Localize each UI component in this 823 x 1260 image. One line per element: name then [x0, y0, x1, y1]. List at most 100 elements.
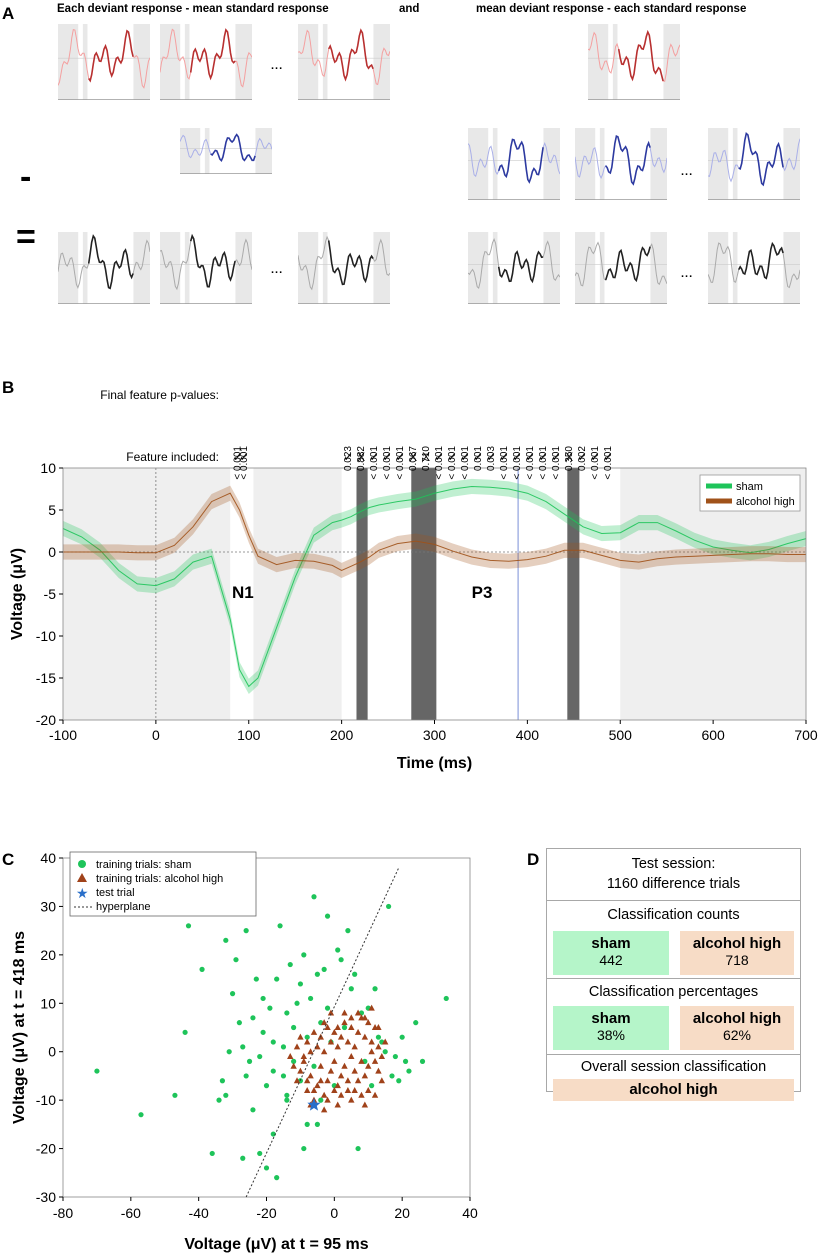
mini-waveform-3 — [298, 24, 390, 100]
feature-included-mark-2: ✓ — [239, 450, 249, 464]
mini-trace-dark — [617, 29, 664, 82]
alcohol-point-30 — [307, 1048, 314, 1055]
sham-point-33 — [274, 1175, 280, 1181]
y-tick-label: 0 — [48, 1044, 56, 1060]
panel-a-heading-left: Each deviant response - mean standard re… — [57, 3, 329, 15]
alcohol-point-1 — [297, 1067, 304, 1074]
alcohol-point-56 — [337, 1091, 345, 1098]
alcohol-point-6 — [314, 1082, 321, 1089]
sham-point-21 — [250, 1015, 256, 1021]
alcohol-point-4 — [307, 1072, 314, 1079]
sham-point-9 — [219, 1078, 226, 1084]
percent-section — [547, 978, 800, 979]
feature-included-mark-18: ✓ — [538, 450, 548, 464]
sham-point-75 — [392, 1053, 398, 1060]
counts-title: Classification counts — [607, 907, 740, 923]
overall-section — [547, 1054, 800, 1055]
feature-included-mark-4: X — [357, 450, 365, 464]
excluded-feature-band-1 — [356, 468, 368, 720]
alcohol-point-72 — [320, 1106, 328, 1113]
sham-point-11 — [223, 937, 229, 943]
overall-result-box: alcohol high — [553, 1079, 794, 1101]
feature-p-value-1: < 0.001 — [233, 446, 244, 480]
mini-shade-mid — [184, 24, 190, 100]
feature-included-mark-10: ✓ — [434, 450, 444, 464]
alcohol-point-42 — [348, 1024, 355, 1030]
sham-point-55 — [324, 1005, 331, 1011]
sham-point-7 — [209, 1150, 215, 1157]
sham-point-4 — [182, 1029, 188, 1035]
x-tick-label: 700 — [794, 727, 818, 743]
sham-point-62 — [348, 986, 354, 992]
legend-test-marker: ★ — [76, 885, 89, 901]
sham-point-10 — [223, 1092, 229, 1098]
alcohol-point-51 — [304, 1077, 311, 1084]
sham-point-39 — [291, 1024, 297, 1031]
feature-p-value-5: < 0.001 — [369, 446, 380, 480]
feature-p-value-18: < 0.001 — [538, 446, 549, 480]
alcohol-point-62 — [327, 1009, 335, 1016]
mini-trace-dark — [210, 133, 256, 163]
sham-point-5 — [185, 923, 192, 929]
alcohol-point-18 — [354, 1077, 362, 1084]
legend-sham-marker — [78, 860, 86, 868]
mini-shade-left — [160, 232, 181, 304]
feature-p-value-11: < 0.001 — [447, 446, 458, 480]
alcohol-point-15 — [344, 1086, 352, 1093]
sham-point-70 — [375, 1034, 382, 1040]
x-tick-label: 500 — [609, 727, 633, 743]
x-tick-label: 100 — [237, 727, 261, 743]
sham-point-52 — [318, 1097, 324, 1103]
x-tick-label: 200 — [330, 727, 354, 743]
sham-point-64 — [355, 1145, 361, 1152]
sham-point-76 — [396, 1078, 402, 1084]
panel-a-heading-and: and — [399, 3, 420, 15]
sham-point-81 — [419, 1058, 426, 1064]
x-tick-label: -60 — [121, 1205, 141, 1221]
mini-shade-right — [255, 128, 272, 174]
ellipsis-row3-right: ... — [681, 268, 694, 280]
alcohol-point-66 — [354, 1009, 362, 1016]
alcohol-point-25 — [378, 1053, 386, 1060]
sham-point-72 — [382, 1049, 388, 1055]
sham-point-28 — [263, 1083, 270, 1089]
y-tick-label: -30 — [36, 1189, 56, 1205]
mini-trace-dark — [189, 28, 236, 81]
x-tick-label: -20 — [256, 1205, 276, 1221]
x-tick-label: -40 — [189, 1205, 209, 1221]
alcohol-point-8 — [320, 1091, 328, 1098]
test-trial-star — [307, 1098, 321, 1111]
alcohol-point-24 — [375, 1043, 382, 1050]
mini-shade-right — [133, 24, 150, 100]
sham-point-25 — [260, 1029, 266, 1035]
sham-point-58 — [335, 947, 341, 953]
sham-point-14 — [233, 957, 239, 963]
alcohol-point-68 — [290, 1062, 297, 1069]
sham-point-29 — [267, 1005, 273, 1011]
alcohol-point-73 — [334, 1101, 341, 1108]
sham-point-48 — [311, 894, 317, 900]
mini-shade-right — [650, 232, 667, 304]
sham-point-27 — [263, 1165, 270, 1171]
feature-included-mark-13: ✓ — [473, 450, 483, 464]
sham-point-69 — [372, 986, 378, 992]
sham-point-32 — [274, 976, 280, 982]
sham-point-54 — [324, 913, 331, 919]
y-axis-label: Voltage (μV) at t = 418 ms — [11, 931, 28, 1124]
alcohol-point-9 — [324, 1077, 331, 1084]
sham-point-44 — [301, 952, 307, 958]
x-tick-label: 0 — [330, 1205, 338, 1221]
excluded-feature-band-2 — [411, 468, 437, 720]
mini-shade-right — [235, 24, 252, 100]
sham-point-78 — [402, 1058, 409, 1064]
legend-box — [699, 474, 801, 512]
p3-annotation: P3 — [472, 583, 493, 602]
sham-point-61 — [345, 928, 351, 934]
feature-included-mark-16: ✓ — [512, 450, 522, 464]
y-tick-label: 30 — [40, 898, 56, 914]
alcohol-point-27 — [297, 1033, 304, 1040]
mini-trace-dark — [87, 234, 134, 290]
sham-point-59 — [338, 957, 344, 963]
sham-point-73 — [386, 903, 392, 910]
mini-waveform-14 — [708, 232, 800, 304]
